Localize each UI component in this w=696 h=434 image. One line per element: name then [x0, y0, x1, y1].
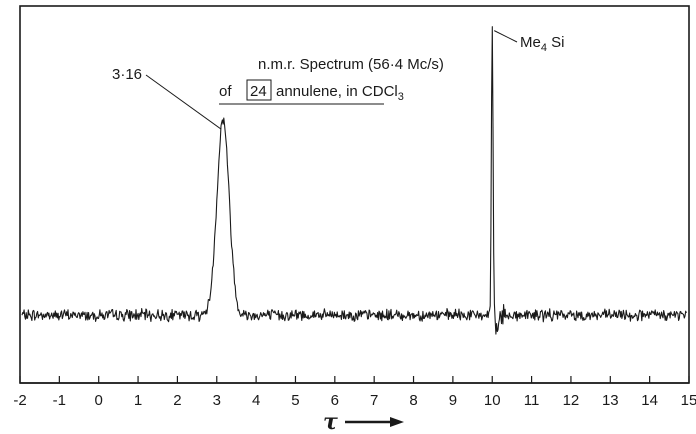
spectrum-trace	[21, 26, 687, 335]
spectrum-title: n.m.r. Spectrum (56·4 Mc/s)	[258, 56, 444, 73]
spectrum-subtitle: of 24 annulene, in CDCl3	[219, 79, 404, 105]
x-tick-label: 10	[484, 392, 501, 409]
x-tick-label: -2	[13, 392, 26, 409]
x-tick-label: 11	[524, 392, 540, 409]
svg-text:of: of	[219, 83, 232, 100]
annulene-number-box	[246, 79, 272, 101]
x-tick-label: 2	[173, 392, 181, 409]
x-tick-label: 4	[252, 392, 260, 409]
peak-label-tms: Me4 Si	[520, 34, 564, 54]
x-tick-label: 3	[213, 392, 221, 409]
x-tick-label: 13	[602, 392, 619, 409]
x-tick-label: 5	[291, 392, 299, 409]
x-tick-labels: -2 -1 0 1 2 3 4 5 6 7 8 9 10 11 12 13 14 15	[13, 392, 696, 409]
tms-leader-line	[494, 30, 518, 43]
svg-text:24: 24	[250, 83, 267, 100]
svg-text:annulene, in CDCl3: annulene, in CDCl3	[276, 83, 404, 103]
x-tick-label: 0	[95, 392, 103, 409]
peak-label-3-16: 3·16	[112, 66, 142, 83]
x-ticks	[19, 376, 690, 383]
x-tick-label: 8	[409, 392, 417, 409]
x-tick-label: 9	[449, 392, 457, 409]
x-tick-label: 14	[641, 392, 658, 409]
x-tick-label: 12	[563, 392, 580, 409]
x-tick-label: 6	[331, 392, 339, 409]
x-tick-label: -1	[53, 392, 66, 409]
x-axis-label: τ	[323, 409, 338, 434]
x-tick-label: 15	[681, 392, 696, 409]
x-axis-arrow-icon	[345, 417, 404, 427]
peak-leader-line	[145, 74, 222, 130]
x-tick-label: 7	[370, 392, 378, 409]
x-tick-label: 1	[134, 392, 142, 409]
